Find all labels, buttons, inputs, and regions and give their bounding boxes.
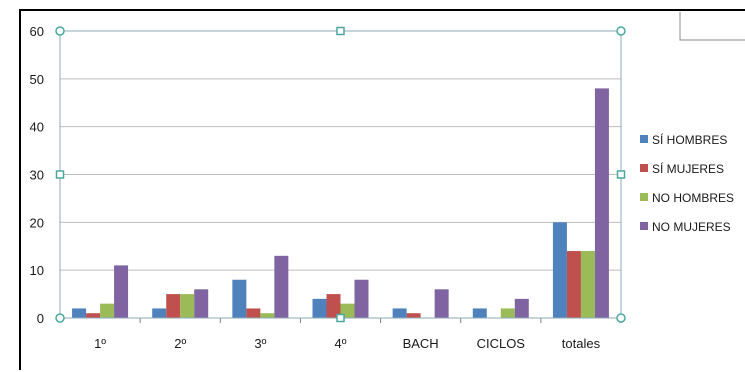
- x-tick-label: 2º: [174, 336, 186, 351]
- bar-no-mujeres-3[interactable]: [354, 279, 369, 318]
- legend-swatch: [640, 222, 648, 230]
- resize-handle[interactable]: [336, 26, 345, 36]
- resize-handle[interactable]: [55, 313, 65, 323]
- resize-handle[interactable]: [616, 313, 626, 323]
- legend-swatch: [640, 164, 648, 172]
- y-tick-label: 10: [30, 263, 44, 278]
- bar-s-hombres-0[interactable]: [72, 308, 87, 318]
- resize-handle[interactable]: [616, 170, 626, 179]
- x-tick-labels: 1º 2º 3º 4º BACH CICLOS totales: [94, 336, 600, 351]
- y-tick-label: 30: [30, 168, 44, 183]
- bars: [72, 88, 609, 319]
- bar-no-mujeres-2[interactable]: [274, 255, 289, 318]
- y-tick-label: 50: [30, 72, 44, 87]
- legend-swatch: [640, 135, 648, 143]
- bar-s-hombres-1[interactable]: [152, 308, 167, 318]
- bar-s-mujeres-3[interactable]: [326, 294, 341, 318]
- legend-swatch: [640, 193, 648, 201]
- bar-s-mujeres-2[interactable]: [246, 308, 261, 318]
- y-tick-labels: 0 10 20 30 40 50 60: [30, 24, 44, 326]
- y-tick-label: 40: [30, 120, 44, 135]
- bar-no-hombres-2[interactable]: [260, 313, 275, 318]
- bar-s-hombres-6[interactable]: [552, 222, 567, 318]
- legend-label: NO HOMBRES: [652, 191, 734, 205]
- bar-no-mujeres-4[interactable]: [434, 289, 449, 318]
- legend-label: SÍ HOMBRES: [652, 132, 727, 147]
- y-tick-label: 20: [30, 215, 44, 230]
- x-tick-label: BACH: [403, 336, 439, 351]
- legend-label: NO MUJERES: [652, 220, 731, 234]
- chart-border: [19, 9, 745, 370]
- x-tick-label: 1º: [94, 336, 106, 351]
- bar-no-hombres-5[interactable]: [500, 308, 515, 318]
- x-tick-label: 3º: [254, 336, 266, 351]
- bar-s-mujeres-6[interactable]: [566, 251, 581, 318]
- resize-handle[interactable]: [55, 170, 65, 179]
- chart-title-box: [679, 12, 745, 41]
- resize-handle[interactable]: [336, 313, 345, 323]
- x-tick-label: 4º: [335, 336, 347, 351]
- x-tick-label: totales: [562, 336, 601, 351]
- bar-s-mujeres-0[interactable]: [86, 313, 101, 318]
- bar-no-mujeres-0[interactable]: [114, 265, 129, 318]
- bar-no-mujeres-5[interactable]: [514, 298, 529, 318]
- resize-handle[interactable]: [616, 26, 626, 36]
- bar-no-hombres-6[interactable]: [580, 251, 595, 318]
- bar-s-hombres-4[interactable]: [392, 308, 407, 318]
- bar-s-hombres-5[interactable]: [472, 308, 487, 318]
- bar-s-hombres-2[interactable]: [232, 279, 247, 318]
- legend: SÍ HOMBRES SÍ MUJERES NO HOMBRES NO MUJERES: [640, 132, 734, 234]
- y-tick-label: 60: [30, 24, 44, 39]
- gridlines: [60, 30, 621, 271]
- x-tick-label: CICLOS: [477, 336, 526, 351]
- bar-s-mujeres-1[interactable]: [166, 294, 181, 318]
- plot-area-selection[interactable]: [55, 26, 626, 323]
- axes: [59, 31, 622, 323]
- bar-s-mujeres-4[interactable]: [406, 313, 421, 318]
- bar-no-hombres-0[interactable]: [100, 303, 115, 318]
- bar-no-mujeres-6[interactable]: [594, 88, 609, 319]
- bar-no-hombres-1[interactable]: [180, 294, 195, 318]
- resize-handle[interactable]: [55, 26, 65, 36]
- bar-no-mujeres-1[interactable]: [194, 289, 209, 318]
- legend-label: SÍ MUJERES: [652, 161, 724, 176]
- y-tick-label: 0: [37, 311, 44, 326]
- bar-s-hombres-3[interactable]: [312, 298, 327, 318]
